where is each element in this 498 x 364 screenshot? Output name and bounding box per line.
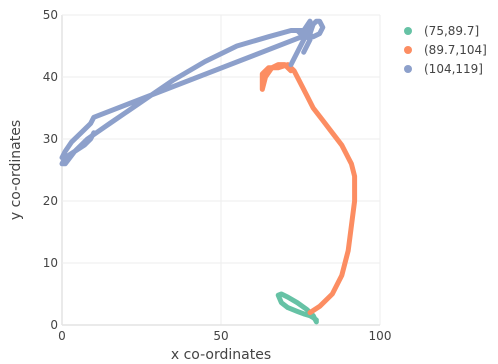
x-axis-title: x co-ordinates	[171, 347, 271, 363]
legend-marker-3[interactable]	[404, 65, 412, 73]
x-tick-label: 0	[58, 329, 66, 343]
y-tick-label: 10	[43, 256, 58, 270]
legend-label-3[interactable]: (104,119]	[424, 62, 483, 76]
grid	[61, 14, 381, 326]
y-axis-title: y co-ordinates	[8, 120, 24, 220]
plot-area	[59, 18, 358, 325]
legend[interactable]: (75,89.7] (89.7,104] (104,119]	[404, 24, 487, 76]
series-line-1[interactable]	[275, 291, 319, 325]
x-tick-label: 100	[369, 329, 392, 343]
y-tick-label: 20	[43, 194, 58, 208]
legend-label-2[interactable]: (89.7,104]	[424, 43, 487, 57]
legend-label-1[interactable]: (75,89.7]	[424, 24, 479, 38]
axis-ticks: 0 50 100 0 10 20 30 40 50	[43, 8, 392, 343]
x-tick-label: 50	[213, 329, 228, 343]
y-tick-label: 40	[43, 70, 58, 84]
y-tick-label: 50	[43, 8, 58, 22]
legend-marker-2[interactable]	[404, 46, 412, 54]
legend-marker-1[interactable]	[404, 27, 412, 35]
y-tick-label: 0	[50, 318, 58, 332]
series-line-3[interactable]	[59, 18, 326, 167]
y-tick-label: 30	[43, 132, 58, 146]
series-line-2[interactable]	[259, 62, 358, 316]
